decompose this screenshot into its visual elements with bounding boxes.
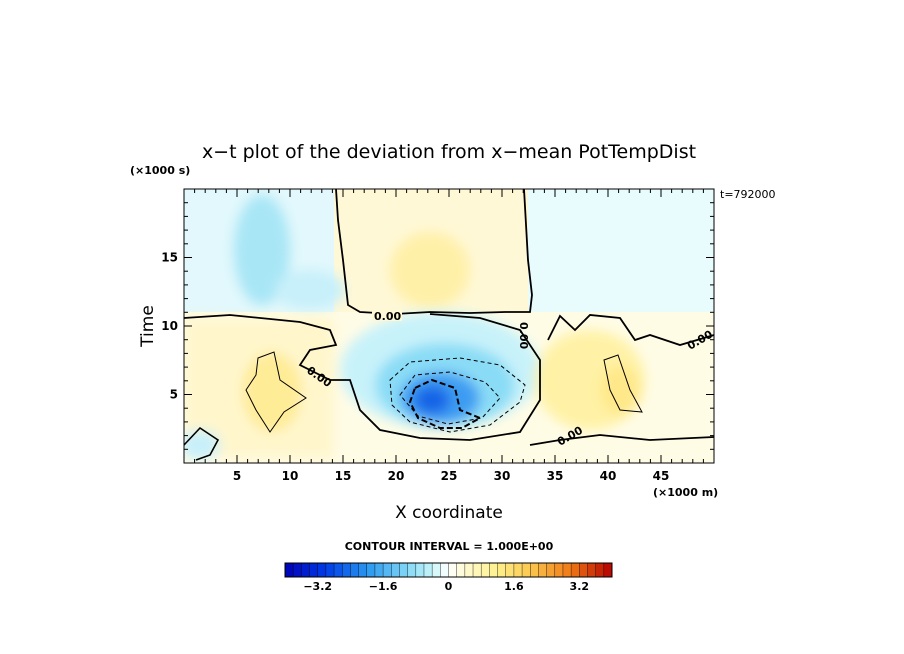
colorbar-cell	[554, 563, 564, 577]
colorbar-cell	[595, 563, 605, 577]
time-stamp-label: t=792000	[720, 188, 776, 201]
colorbar-cell	[325, 563, 335, 577]
positive-contour-right	[603, 354, 643, 413]
contour-label-1: 0.00	[374, 310, 401, 323]
colorbar-cell	[358, 563, 368, 577]
positive-contour-left	[245, 351, 307, 433]
contour-interval-label: CONTOUR INTERVAL = 1.000E+00	[345, 540, 554, 553]
warm-right-core	[600, 365, 640, 415]
negative-contour-core	[408, 378, 483, 429]
x-tick-label: 45	[653, 469, 670, 483]
cool-bottom-left	[184, 430, 220, 460]
x-tick-label: 40	[600, 469, 617, 483]
colorbar-cell	[366, 563, 376, 577]
colorbar-cell	[448, 563, 457, 577]
colorbar-tick-label: 1.6	[504, 580, 524, 593]
cold-core	[414, 386, 450, 414]
x-tick-label: 30	[494, 469, 511, 483]
colorbar-cell	[456, 563, 466, 577]
x-tick-label: 25	[441, 469, 458, 483]
chart-title: x−t plot of the deviation from x−mean Po…	[202, 141, 696, 163]
negative-contour-outer	[389, 357, 526, 433]
colorbar-cell	[391, 563, 400, 577]
negative-contour-inner	[399, 371, 501, 425]
colorbar-cell	[603, 563, 613, 577]
upper-left-cool-blob	[234, 195, 290, 305]
colorbar-cell	[350, 563, 359, 577]
upper-warm-blob	[390, 232, 470, 308]
colorbar-cell	[489, 563, 498, 577]
colorbar-cell	[317, 563, 327, 577]
colorbar-cell	[342, 563, 351, 577]
colorbar: −3.2 −1.6 0 1.6 3.2	[284, 562, 613, 593]
upper-mid-cool-blob	[275, 270, 345, 310]
zero-contour-right	[547, 314, 714, 346]
colorbar-cell	[562, 563, 572, 577]
colorbar-tick-label: −1.6	[369, 580, 398, 593]
x-tick-label: 15	[335, 469, 352, 483]
axis-layer: 5 10 15 20 25 30 35 40 45 5 10 15	[161, 189, 714, 483]
colorbar-cell	[505, 563, 515, 577]
colorbar-cell	[579, 563, 588, 577]
colorbar-tick-label: −3.2	[303, 580, 332, 593]
colorbar-cell	[522, 563, 531, 577]
y-axis-label: Time	[138, 305, 158, 348]
zero-contour-corner	[184, 426, 220, 461]
x-unit-label: (×1000 m)	[653, 486, 718, 499]
colorbar-tick-label: 0	[445, 580, 453, 593]
contour-label-5: 0.00	[517, 322, 530, 349]
x-tick-label: 10	[282, 469, 299, 483]
y-unit-label: (×1000 s)	[130, 164, 190, 177]
colorbar-cell	[423, 563, 433, 577]
colorbar-cell	[432, 563, 441, 577]
colorbar-cell	[415, 563, 425, 577]
heatmap-field: 0.00 0.00 0.00 0.00 0.00	[184, 189, 714, 463]
colorbar-cell	[285, 563, 294, 577]
colorbar-cell	[538, 563, 547, 577]
colorbar-cell	[464, 563, 474, 577]
contour-label-bg-1	[372, 309, 402, 321]
colorbar-cell	[481, 563, 490, 577]
x-tick-label: 20	[388, 469, 405, 483]
colorbar-cell	[530, 563, 539, 577]
colorbar-cell	[293, 563, 302, 577]
colorbar-tick-label: 3.2	[570, 580, 590, 593]
upper-right-cool-band	[528, 189, 714, 312]
colorbar-cell	[301, 563, 310, 577]
colorbar-cell	[309, 563, 318, 577]
y-tick-label: 15	[161, 251, 178, 265]
zero-contour-upper	[335, 189, 533, 315]
colorbar-cell	[546, 563, 556, 577]
colorbar-cell	[399, 563, 408, 577]
colorbar-cell	[587, 563, 596, 577]
colorbar-cell	[407, 563, 417, 577]
zero-contour-bottom	[529, 434, 714, 446]
colorbar-cell	[440, 563, 449, 577]
warm-left-blob	[242, 352, 302, 432]
x-tick-label: 35	[547, 469, 564, 483]
colorbar-cell	[571, 563, 580, 577]
x-tick-label: 5	[233, 469, 241, 483]
colorbar-cell	[374, 563, 384, 577]
colorbar-cell	[513, 563, 523, 577]
x-axis-label: X coordinate	[395, 503, 503, 523]
y-tick-label: 5	[170, 388, 178, 402]
zero-contour-lower	[184, 313, 541, 441]
colorbar-cell	[497, 563, 507, 577]
colorbar-cell	[473, 563, 482, 577]
y-tick-label: 10	[161, 319, 178, 333]
colorbar-cell	[383, 563, 392, 577]
colorbar-cell	[334, 563, 343, 577]
colorbar-frame	[284, 562, 613, 578]
